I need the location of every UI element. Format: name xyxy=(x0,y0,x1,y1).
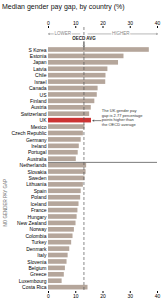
svg-text:LOWER: LOWER xyxy=(54,31,71,36)
svg-text:NO GENDER PAY GAP: NO GENDER PAY GAP xyxy=(3,179,8,227)
svg-text:Poland: Poland xyxy=(31,194,47,200)
svg-text:Portugal: Portugal xyxy=(28,149,47,155)
html-text:Median gender pay gap, by coun: Median gender pay gap, by country (%) xyxy=(2,3,125,10)
svg-text:Australia: Australia xyxy=(27,156,47,162)
svg-text:Sweden: Sweden xyxy=(28,175,46,181)
svg-text:Greece: Greece xyxy=(30,271,47,277)
svg-text:Italy: Italy xyxy=(37,252,47,258)
svg-text:UK: UK xyxy=(40,117,48,123)
svg-text:HIGHER: HIGHER xyxy=(112,31,130,36)
svg-text:Latvia: Latvia xyxy=(33,66,47,72)
svg-text:Slovakia: Slovakia xyxy=(28,169,47,175)
svg-text:30: 30 xyxy=(127,293,133,299)
svg-text:Israel: Israel xyxy=(34,79,46,85)
svg-text:US: US xyxy=(40,92,48,98)
svg-text:Denmark: Denmark xyxy=(26,246,47,252)
svg-text:Netherlands: Netherlands xyxy=(20,162,47,168)
svg-text:Luxembourg: Luxembourg xyxy=(19,278,47,284)
svg-text:Japan: Japan xyxy=(33,59,47,65)
svg-text:30: 30 xyxy=(127,20,133,26)
svg-text:10: 10 xyxy=(73,20,79,26)
svg-text:Belgium: Belgium xyxy=(28,265,46,271)
svg-text:Finland: Finland xyxy=(30,98,47,104)
svg-text:Norway: Norway xyxy=(30,226,47,232)
svg-text:Germany: Germany xyxy=(26,137,47,143)
svg-text:40: 40 xyxy=(155,293,161,299)
svg-text:Ireland: Ireland xyxy=(31,143,47,149)
svg-text:Mexico: Mexico xyxy=(31,124,47,130)
svg-text:0: 0 xyxy=(47,20,50,26)
svg-text:10: 10 xyxy=(73,293,79,299)
svg-text:20: 20 xyxy=(100,293,106,299)
svg-text:Slovenia: Slovenia xyxy=(27,259,46,265)
svg-text:S Korea: S Korea xyxy=(28,47,46,53)
svg-text:Czech Republic: Czech Republic xyxy=(11,130,47,136)
svg-text:The UK gender paygap is 2.77 p: The UK gender paygap is 2.77 percentagep… xyxy=(102,108,143,127)
svg-text:Chile: Chile xyxy=(35,72,47,78)
svg-text:Costa Rica: Costa Rica xyxy=(22,284,47,290)
svg-text:Austria: Austria xyxy=(31,104,47,110)
svg-text:Canada: Canada xyxy=(29,85,47,91)
svg-text:Lithuania: Lithuania xyxy=(26,181,47,187)
svg-text:Colombia: Colombia xyxy=(25,233,46,239)
svg-text:Estonia: Estonia xyxy=(30,53,47,59)
svg-text:Spain: Spain xyxy=(34,188,47,194)
svg-text:OECD AVG: OECD AVG xyxy=(72,36,96,41)
svg-text:France: France xyxy=(31,207,47,213)
svg-text:Switzerland: Switzerland xyxy=(21,111,47,117)
svg-text:Hungary: Hungary xyxy=(28,214,47,220)
svg-text:Iceland: Iceland xyxy=(30,201,46,207)
svg-text:20: 20 xyxy=(100,20,106,26)
svg-text:New Zealand: New Zealand xyxy=(17,220,47,226)
svg-text:Turkey: Turkey xyxy=(31,239,47,245)
svg-text:40: 40 xyxy=(155,20,161,26)
svg-text:0: 0 xyxy=(47,293,50,299)
